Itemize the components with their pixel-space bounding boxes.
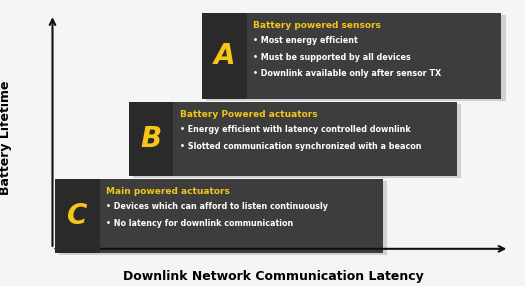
Text: Battery Powered actuators: Battery Powered actuators	[180, 110, 317, 119]
Bar	[129, 102, 457, 176]
Text: • Energy efficient with latency controlled downlink: • Energy efficient with latency controll…	[180, 125, 411, 134]
Text: • Most energy efficient: • Most energy efficient	[253, 36, 358, 45]
Text: Main powered actuators: Main powered actuators	[106, 187, 230, 196]
Text: A: A	[214, 42, 235, 70]
Text: • Downlink available only after sensor TX: • Downlink available only after sensor T…	[253, 69, 441, 78]
Text: • No latency for downlink communication: • No latency for downlink communication	[106, 219, 293, 228]
Text: • Slotted communication synchronized with a beacon: • Slotted communication synchronized wit…	[180, 142, 421, 150]
Bar	[202, 13, 501, 99]
Text: Battery powered sensors: Battery powered sensors	[253, 21, 381, 30]
Bar	[55, 179, 100, 253]
Bar	[133, 104, 461, 178]
Text: C: C	[67, 202, 88, 230]
Bar	[202, 13, 247, 99]
Bar	[55, 179, 383, 253]
Text: B: B	[140, 125, 162, 153]
Bar	[59, 181, 387, 255]
Bar	[129, 102, 173, 176]
Bar	[206, 15, 506, 101]
Text: • Devices which can afford to listen continuously: • Devices which can afford to listen con…	[106, 202, 328, 211]
Text: • Must be supported by all devices: • Must be supported by all devices	[253, 53, 411, 62]
Text: Battery Lifetime: Battery Lifetime	[0, 80, 12, 194]
Text: Downlink Network Communication Latency: Downlink Network Communication Latency	[123, 270, 423, 283]
